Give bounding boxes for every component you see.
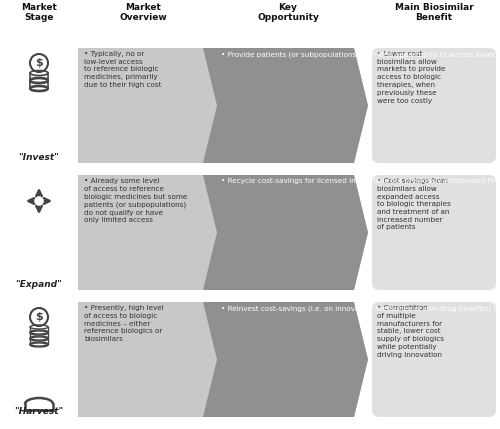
Text: • Recycle cost-savings for licensed indications not previously reimbursed Provid: • Recycle cost-savings for licensed indi… [221, 178, 500, 184]
Polygon shape [203, 48, 368, 163]
FancyBboxPatch shape [372, 302, 496, 417]
Text: Market
Overview: Market Overview [119, 3, 167, 22]
Text: • Typically, no or
low-level access
to reference biologic
medicines, primarily
d: • Typically, no or low-level access to r… [84, 51, 162, 88]
Text: $: $ [35, 58, 43, 68]
Text: Main Biosimilar
Benefit: Main Biosimilar Benefit [394, 3, 473, 22]
FancyBboxPatch shape [372, 175, 496, 290]
Text: $: $ [35, 312, 43, 322]
Text: • Competition
of multiple
manufacturers for
stable, lower cost
supply of biologi: • Competition of multiple manufacturers … [377, 305, 444, 357]
Text: "Harvest": "Harvest" [14, 407, 64, 416]
Text: • Already some level
of access to reference
biologic medicines but some
patients: • Already some level of access to refere… [84, 178, 188, 223]
Polygon shape [78, 48, 368, 163]
Text: "Expand": "Expand" [16, 280, 62, 289]
Text: • Provide patients (or subpopulations) with first opportunity to access lower co: • Provide patients (or subpopulations) w… [221, 51, 500, 57]
Text: • Reinvest cost-savings (i.e. on innovative medicines or non-drug benefits) Use : • Reinvest cost-savings (i.e. on innovat… [221, 305, 500, 311]
Text: • Lower cost
biosimilars allow
markets to provide
access to biologic
therapies, : • Lower cost biosimilars allow markets t… [377, 51, 446, 103]
Polygon shape [78, 175, 368, 290]
Text: • Cost savings from
biosimilars allow
expanded access
to biologic therapies
and : • Cost savings from biosimilars allow ex… [377, 178, 451, 230]
Text: • Presently, high level
of access to biologic
medicines – either
reference biolo: • Presently, high level of access to bio… [84, 305, 164, 342]
FancyBboxPatch shape [372, 48, 496, 163]
Text: "Invest": "Invest" [18, 153, 59, 162]
Polygon shape [203, 175, 368, 290]
Text: Market
Stage: Market Stage [21, 3, 57, 22]
Polygon shape [203, 302, 368, 417]
Text: Key
Opportunity: Key Opportunity [257, 3, 319, 22]
Polygon shape [78, 302, 368, 417]
